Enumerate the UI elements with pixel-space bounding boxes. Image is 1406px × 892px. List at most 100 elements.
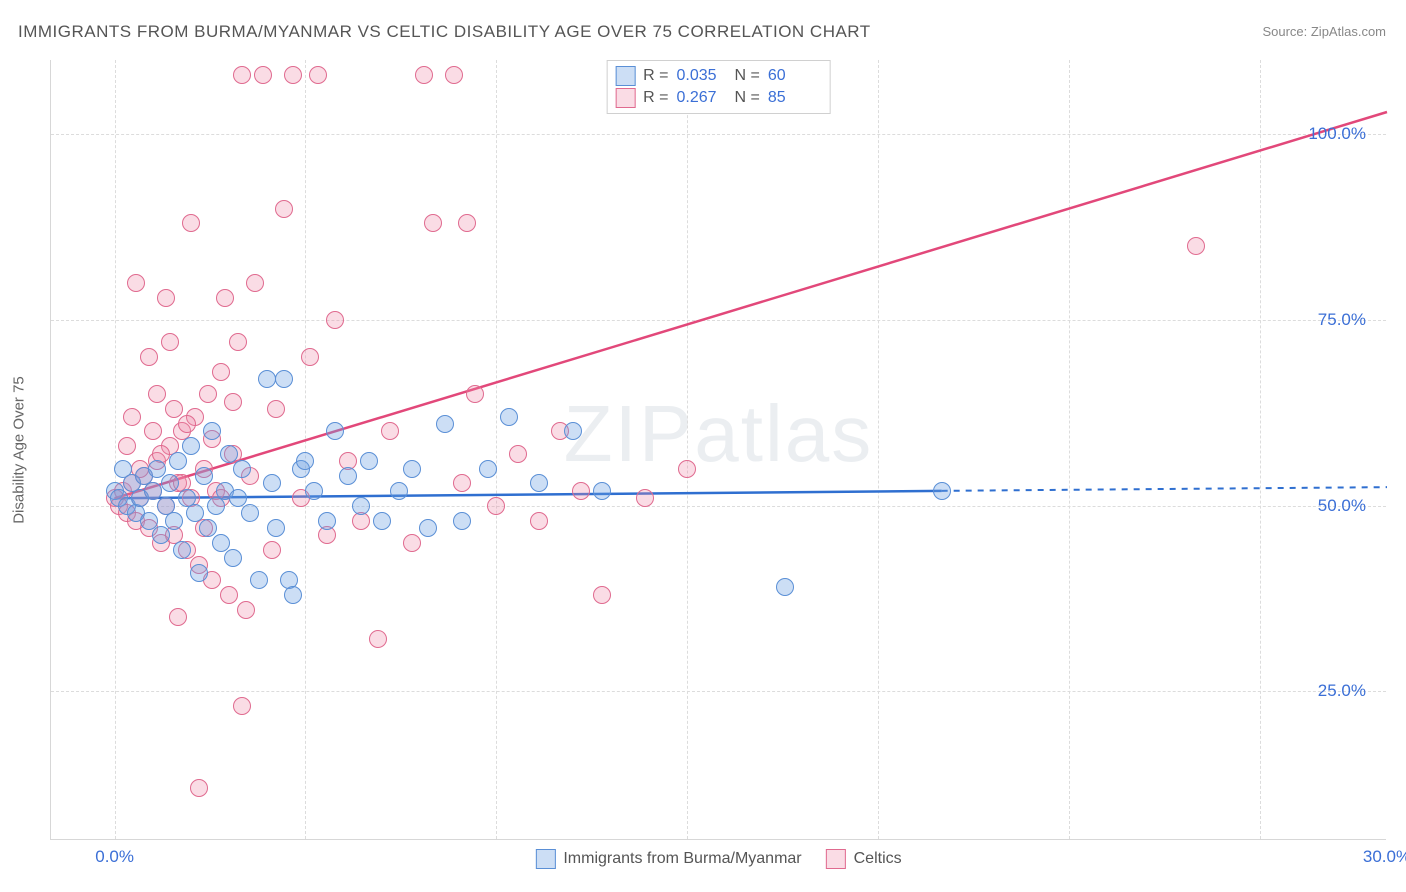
data-point-blue	[169, 452, 187, 470]
data-point-pink	[182, 214, 200, 232]
data-point-blue	[530, 474, 548, 492]
data-point-blue	[165, 512, 183, 530]
data-point-blue	[199, 519, 217, 537]
data-point-blue	[593, 482, 611, 500]
data-point-pink	[326, 311, 344, 329]
series-name-pink: Celtics	[854, 850, 902, 868]
data-point-pink	[229, 333, 247, 351]
data-point-pink	[246, 274, 264, 292]
legend-r-label: R =	[643, 89, 668, 107]
data-point-pink	[263, 541, 281, 559]
data-point-blue	[318, 512, 336, 530]
data-point-blue	[933, 482, 951, 500]
data-point-blue	[186, 504, 204, 522]
data-point-pink	[267, 400, 285, 418]
data-point-blue	[250, 571, 268, 589]
data-point-pink	[458, 214, 476, 232]
data-point-pink	[144, 422, 162, 440]
data-point-pink	[381, 422, 399, 440]
data-point-blue	[203, 422, 221, 440]
data-point-blue	[373, 512, 391, 530]
data-point-pink	[275, 200, 293, 218]
data-point-pink	[301, 348, 319, 366]
data-point-pink	[636, 489, 654, 507]
data-point-pink	[165, 400, 183, 418]
legend-swatch-blue	[535, 849, 555, 869]
data-point-pink	[530, 512, 548, 530]
data-point-pink	[178, 415, 196, 433]
data-point-blue	[360, 452, 378, 470]
data-point-blue	[144, 482, 162, 500]
series-name-blue: Immigrants from Burma/Myanmar	[563, 850, 801, 868]
data-point-pink	[678, 460, 696, 478]
legend-swatch-blue	[615, 66, 635, 86]
data-point-blue	[263, 474, 281, 492]
series-legend-blue: Immigrants from Burma/Myanmar	[535, 849, 801, 869]
chart-title: IMMIGRANTS FROM BURMA/MYANMAR VS CELTIC …	[18, 22, 871, 42]
data-point-blue	[776, 578, 794, 596]
legend-r-blue: 0.035	[677, 67, 727, 85]
data-point-blue	[305, 482, 323, 500]
data-point-pink	[220, 586, 238, 604]
data-point-blue	[233, 460, 251, 478]
legend-n-pink: 85	[768, 89, 818, 107]
data-point-blue	[453, 512, 471, 530]
data-point-blue	[500, 408, 518, 426]
series-legend: Immigrants from Burma/Myanmar Celtics	[535, 849, 901, 869]
data-point-blue	[419, 519, 437, 537]
trend-lines-layer	[51, 60, 1386, 839]
data-point-blue	[173, 541, 191, 559]
legend-n-blue: 60	[768, 67, 818, 85]
data-point-pink	[224, 393, 242, 411]
data-point-blue	[212, 534, 230, 552]
data-point-pink	[453, 474, 471, 492]
legend-row-pink: R = 0.267 N = 85	[615, 87, 818, 109]
data-point-pink	[157, 289, 175, 307]
data-point-blue	[195, 467, 213, 485]
data-point-pink	[254, 66, 272, 84]
data-point-pink	[1187, 237, 1205, 255]
data-point-pink	[593, 586, 611, 604]
data-point-pink	[487, 497, 505, 515]
data-point-blue	[296, 452, 314, 470]
data-point-pink	[233, 66, 251, 84]
legend-swatch-pink	[615, 88, 635, 108]
data-point-blue	[190, 564, 208, 582]
legend-swatch-pink	[826, 849, 846, 869]
data-point-blue	[152, 526, 170, 544]
data-point-pink	[237, 601, 255, 619]
data-point-blue	[267, 519, 285, 537]
data-point-blue	[140, 512, 158, 530]
data-point-blue	[326, 422, 344, 440]
y-tick-label: 75.0%	[1318, 310, 1366, 330]
data-point-pink	[190, 779, 208, 797]
legend-r-label: R =	[643, 67, 668, 85]
data-point-pink	[161, 333, 179, 351]
data-point-pink	[148, 385, 166, 403]
plot-area: Disability Age Over 75 ZIPatlas R = 0.03…	[50, 60, 1386, 840]
data-point-pink	[140, 348, 158, 366]
source-attribution: Source: ZipAtlas.com	[1262, 24, 1386, 39]
data-point-pink	[424, 214, 442, 232]
data-point-pink	[118, 437, 136, 455]
legend-n-label: N =	[735, 89, 760, 107]
data-point-blue	[161, 474, 179, 492]
y-tick-label: 25.0%	[1318, 681, 1366, 701]
data-point-pink	[403, 534, 421, 552]
data-point-pink	[466, 385, 484, 403]
data-point-pink	[169, 608, 187, 626]
data-point-blue	[182, 437, 200, 455]
data-point-pink	[123, 408, 141, 426]
y-tick-label: 100.0%	[1308, 124, 1366, 144]
watermark: ZIPatlas	[564, 388, 873, 480]
data-point-pink	[415, 66, 433, 84]
legend-r-pink: 0.267	[677, 89, 727, 107]
data-point-pink	[216, 289, 234, 307]
data-point-blue	[479, 460, 497, 478]
data-point-blue	[284, 586, 302, 604]
data-point-pink	[509, 445, 527, 463]
y-axis-title: Disability Age Over 75	[11, 376, 28, 524]
x-tick-label: 30.0%	[1363, 847, 1406, 867]
data-point-pink	[445, 66, 463, 84]
data-point-blue	[390, 482, 408, 500]
